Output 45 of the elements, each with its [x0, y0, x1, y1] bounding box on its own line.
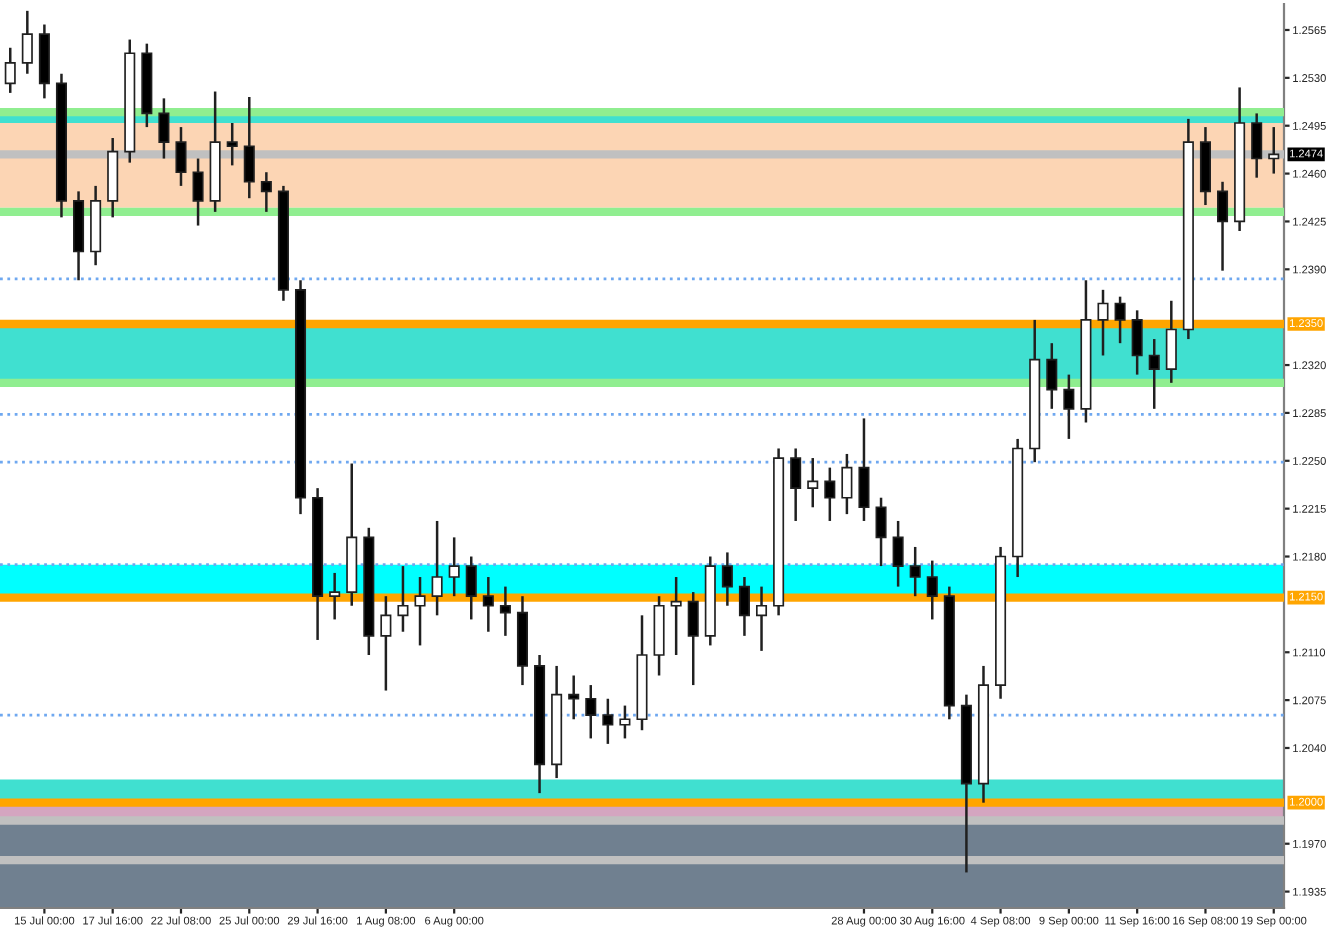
candlestick: [1165, 299, 1177, 385]
candlestick: [192, 157, 204, 227]
candlestick: [619, 704, 631, 740]
candlestick: [721, 551, 733, 607]
candlestick: [175, 125, 187, 188]
candlestick: [1148, 337, 1160, 411]
candlestick: [790, 447, 802, 523]
candlestick: [738, 575, 750, 638]
candlestick: [755, 585, 768, 653]
candlestick: [465, 555, 477, 621]
candlestick: [414, 575, 426, 647]
candlestick: [858, 417, 870, 523]
candlestick: [21, 9, 33, 75]
candlestick: [602, 697, 614, 746]
candlestick: [585, 683, 597, 740]
candlestick: [1046, 341, 1058, 411]
candlestick: [807, 456, 819, 509]
candlestick: [499, 585, 511, 638]
candlestick: [448, 536, 460, 598]
candlestick: [226, 121, 238, 167]
candlestick: [1114, 295, 1126, 345]
candlestick: [397, 564, 409, 633]
candlestick: [158, 97, 170, 160]
candlestick: [1217, 180, 1229, 272]
candlestick: [1131, 309, 1143, 376]
candlestick: [875, 496, 887, 568]
candlestick: [1097, 288, 1109, 357]
candlestick: [568, 674, 580, 721]
candlestick: [892, 519, 904, 588]
candlestick: [243, 95, 255, 200]
candlestick: [431, 519, 443, 617]
candlestick: [482, 575, 494, 633]
candlestick: [1268, 125, 1280, 175]
candlestick: [824, 466, 836, 523]
candlestick: [4, 46, 16, 95]
candlestick: [1251, 112, 1263, 179]
candlestick: [1063, 373, 1075, 441]
candlestick: [329, 571, 341, 621]
candlestick: [926, 559, 938, 621]
candlestick: [909, 545, 921, 598]
candlestick: [380, 594, 392, 692]
candlestick: [687, 590, 699, 687]
candlestick: [260, 170, 272, 214]
candlestick: [841, 452, 853, 516]
candlestick: [670, 575, 682, 657]
